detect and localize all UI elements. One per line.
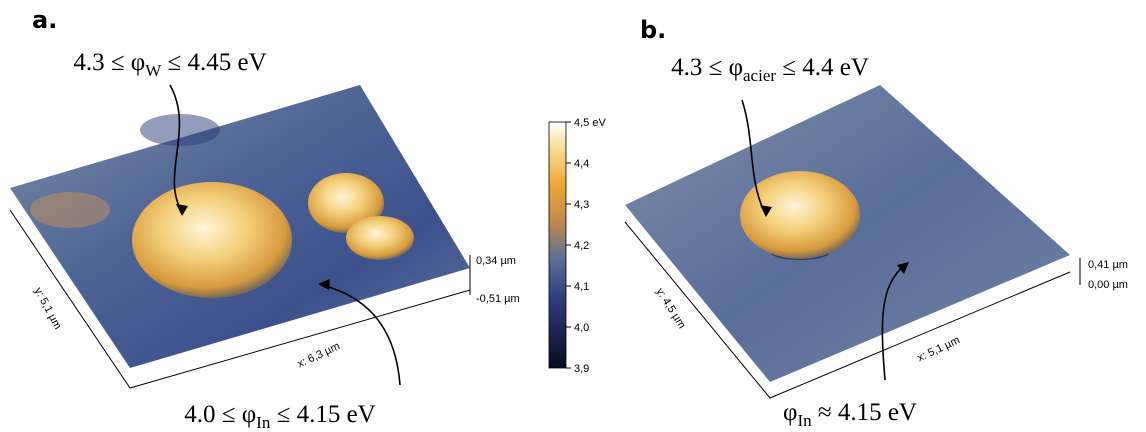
annotation-subscript: In (797, 411, 812, 430)
annotation-text: 4.3 ≤ φ (73, 49, 145, 76)
annotation-text: 4.0 ≤ φ (184, 401, 256, 428)
height-scale-label: 0,00 µm (1088, 279, 1128, 291)
x-axis-label: x: 5,1 µm (916, 334, 962, 364)
x-axis-label: x: 6,3 µm (296, 340, 342, 370)
y-axis-label: y: 5,1 µm (32, 286, 64, 332)
panel-label: b. (640, 16, 666, 44)
annotation: 4.3 ≤ φW ≤ 4.45 eV (73, 49, 266, 80)
axis-frame (9, 209, 471, 389)
arrow (169, 84, 183, 213)
colorbar-tick-label: 3,9 (574, 363, 589, 375)
colorbar-tick-label: 4,0 (574, 322, 589, 334)
annotation-text: φ (783, 399, 797, 426)
annotation-text: ≤ 4.45 eV (161, 49, 266, 76)
panel-label: a. (32, 6, 57, 34)
height-scale-label: -0,51 µm (476, 293, 520, 305)
axis-frame (624, 221, 1071, 399)
colorbar-tick-label: 4,4 (574, 158, 589, 170)
arrowheads (176, 204, 909, 290)
annotation: φIn ≈ 4.15 eV (783, 399, 917, 430)
annotation-text: 4.3 ≤ φ (671, 54, 743, 81)
colorbar-tick-label: 4,3 (574, 199, 589, 211)
colorbar-tick-label: 4,2 (574, 240, 589, 252)
annotation-text: ≤ 4.4 eV (776, 54, 869, 81)
arrow (741, 99, 766, 214)
annotation-text: ≤ 4.15 eV (270, 401, 375, 428)
annotation-subscript: W (145, 61, 162, 80)
annotation-text: ≈ 4.15 eV (812, 399, 917, 426)
annotation-subscript: acier (743, 66, 776, 85)
arrow (881, 264, 906, 381)
surface-patch (30, 192, 110, 228)
y-axis-label: y: 4,5 µm (653, 286, 687, 331)
annotation-subscript: In (256, 413, 271, 432)
surface-feature (132, 182, 292, 298)
colorbar (548, 121, 567, 369)
arrow (321, 284, 401, 386)
colorbar-tick-label: 4,1 (574, 281, 589, 293)
surface-feature (346, 216, 414, 260)
surface-feature (308, 173, 384, 233)
height-scale-label: 0,41 µm (1088, 259, 1128, 271)
height-scale-label: 0,34 µm (476, 255, 516, 267)
annotation: 4.0 ≤ φIn ≤ 4.15 eV (184, 401, 375, 432)
surface-feature (740, 171, 860, 259)
annotation: 4.3 ≤ φacier ≤ 4.4 eV (671, 54, 869, 85)
colorbar-tick-label: 4,5 eV (574, 117, 606, 129)
